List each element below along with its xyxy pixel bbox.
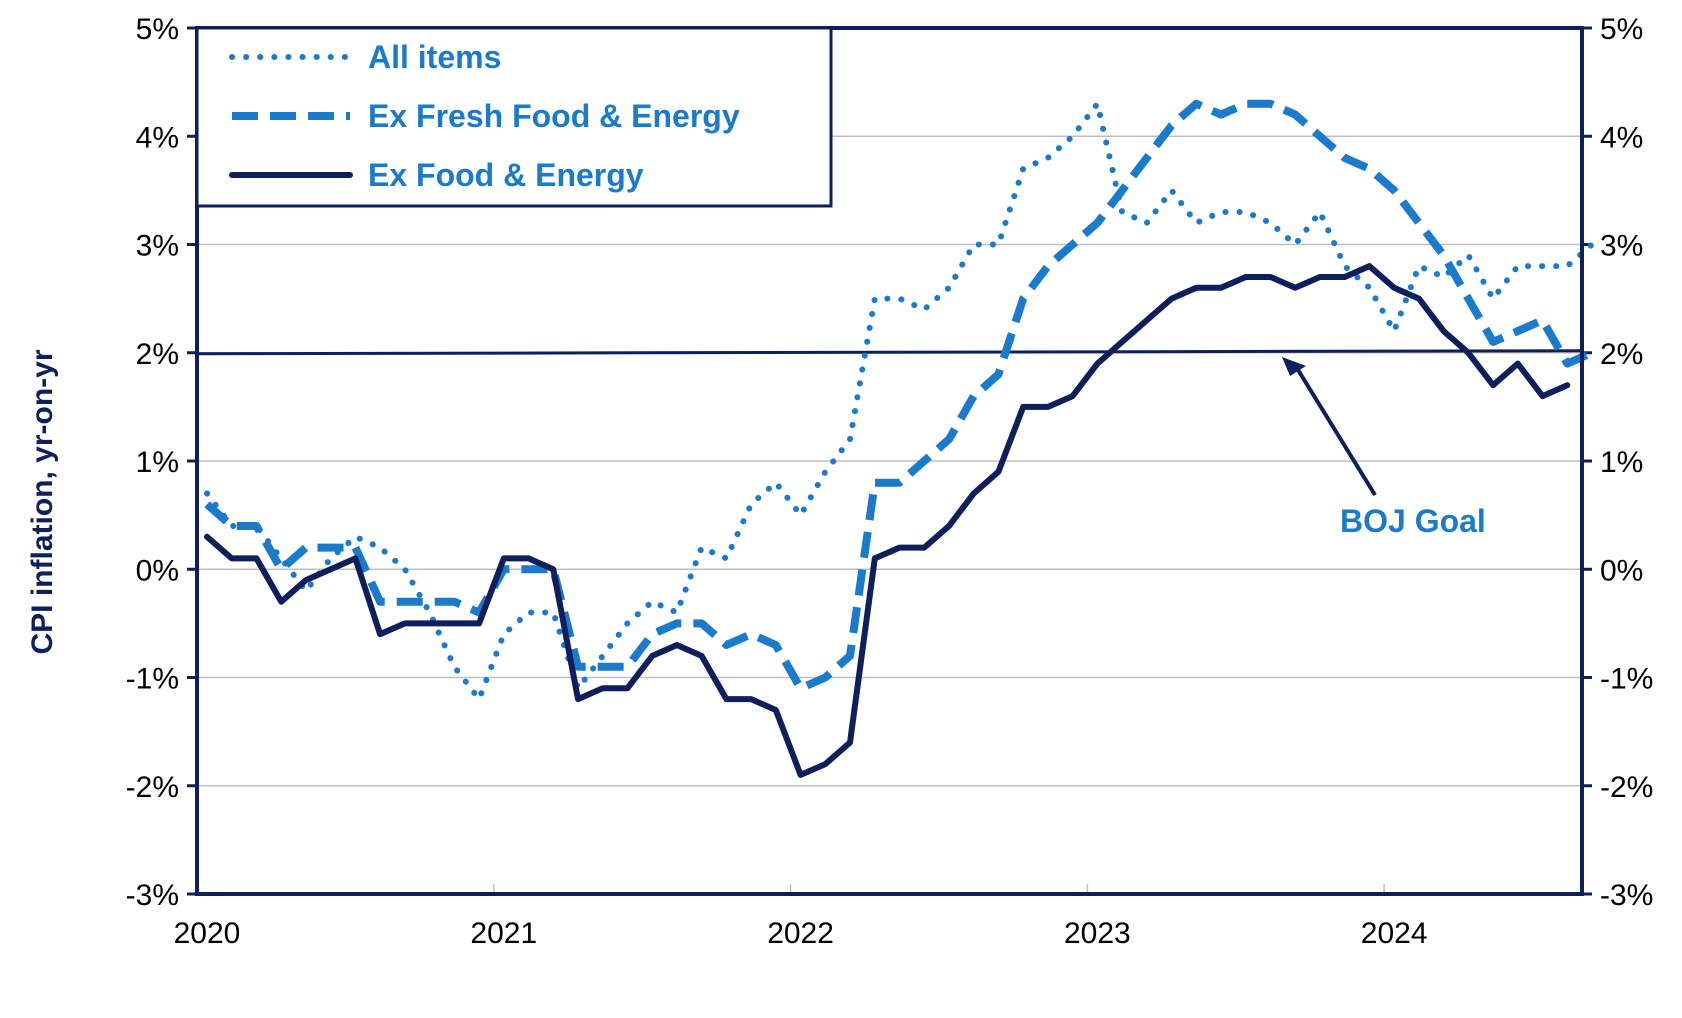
- y-tick-label-left: -3%: [126, 879, 179, 912]
- series-line-all-items: [204, 100, 1595, 703]
- y-tick-label-left: -1%: [126, 663, 179, 696]
- series-line-ex-fresh-food-energy: [204, 99, 1594, 693]
- series-lines: [204, 99, 1595, 778]
- boj-goal-arrowhead: [1282, 357, 1306, 376]
- boj-goal-arrow: [1293, 363, 1377, 497]
- plot-frame: [195, 26, 1584, 896]
- boj-goal-annotation: BOJ Goal: [1282, 357, 1486, 539]
- y-tick-label-left: 3%: [136, 230, 179, 263]
- y-axis-title: CPI inflation, yr-on-yr: [26, 349, 59, 654]
- legend-label-ex-fresh-food-energy: Ex Fresh Food & Energy: [368, 98, 740, 134]
- y-tick-label-right: 2%: [1600, 338, 1643, 371]
- y-tick-label-right: 5%: [1600, 13, 1643, 46]
- x-tick-label: 2022: [767, 917, 834, 950]
- y-tick-label-right: 1%: [1600, 446, 1643, 479]
- legend-label-ex-food-energy: Ex Food & Energy: [368, 157, 644, 193]
- y-tick-label-left: 2%: [136, 338, 179, 371]
- y-tick-label-right: 3%: [1600, 230, 1643, 263]
- legend-label-all-items: All items: [368, 39, 501, 75]
- y-tick-label-right: -2%: [1600, 771, 1653, 804]
- series-line-ex-food-energy: [204, 263, 1571, 778]
- x-tick-label: 2020: [174, 917, 241, 950]
- boj-goal-label: BOJ Goal: [1340, 503, 1486, 539]
- x-tick-label: 2023: [1064, 917, 1131, 950]
- y-tick-label-left: 1%: [136, 446, 179, 479]
- y-tick-label-left: 0%: [136, 554, 179, 587]
- y-tick-label-left: 5%: [136, 13, 179, 46]
- y-tick-label-left: -2%: [126, 771, 179, 804]
- legend: All items Ex Fresh Food & Energy Ex Food…: [195, 26, 833, 208]
- goal-line-group: [196, 349, 1583, 356]
- y-tick-label-right: 4%: [1600, 121, 1643, 154]
- y-tick-label-right: 0%: [1600, 554, 1643, 587]
- x-tick-label: 2024: [1361, 917, 1428, 950]
- x-tick-label: 2021: [470, 917, 537, 950]
- tick-labels: -3% -3% -2% -2% -1% -1% 0% 0% 1% 1% 2% 2% 3% 3% 4% 4% 5%…: [126, 13, 1654, 950]
- y-tick-label-right: -3%: [1600, 879, 1653, 912]
- y-tick-label-left: 4%: [136, 121, 179, 154]
- y-tick-label-right: -1%: [1600, 663, 1653, 696]
- boj-goal-line: [196, 349, 1583, 356]
- plot-frame-group: [195, 26, 1584, 896]
